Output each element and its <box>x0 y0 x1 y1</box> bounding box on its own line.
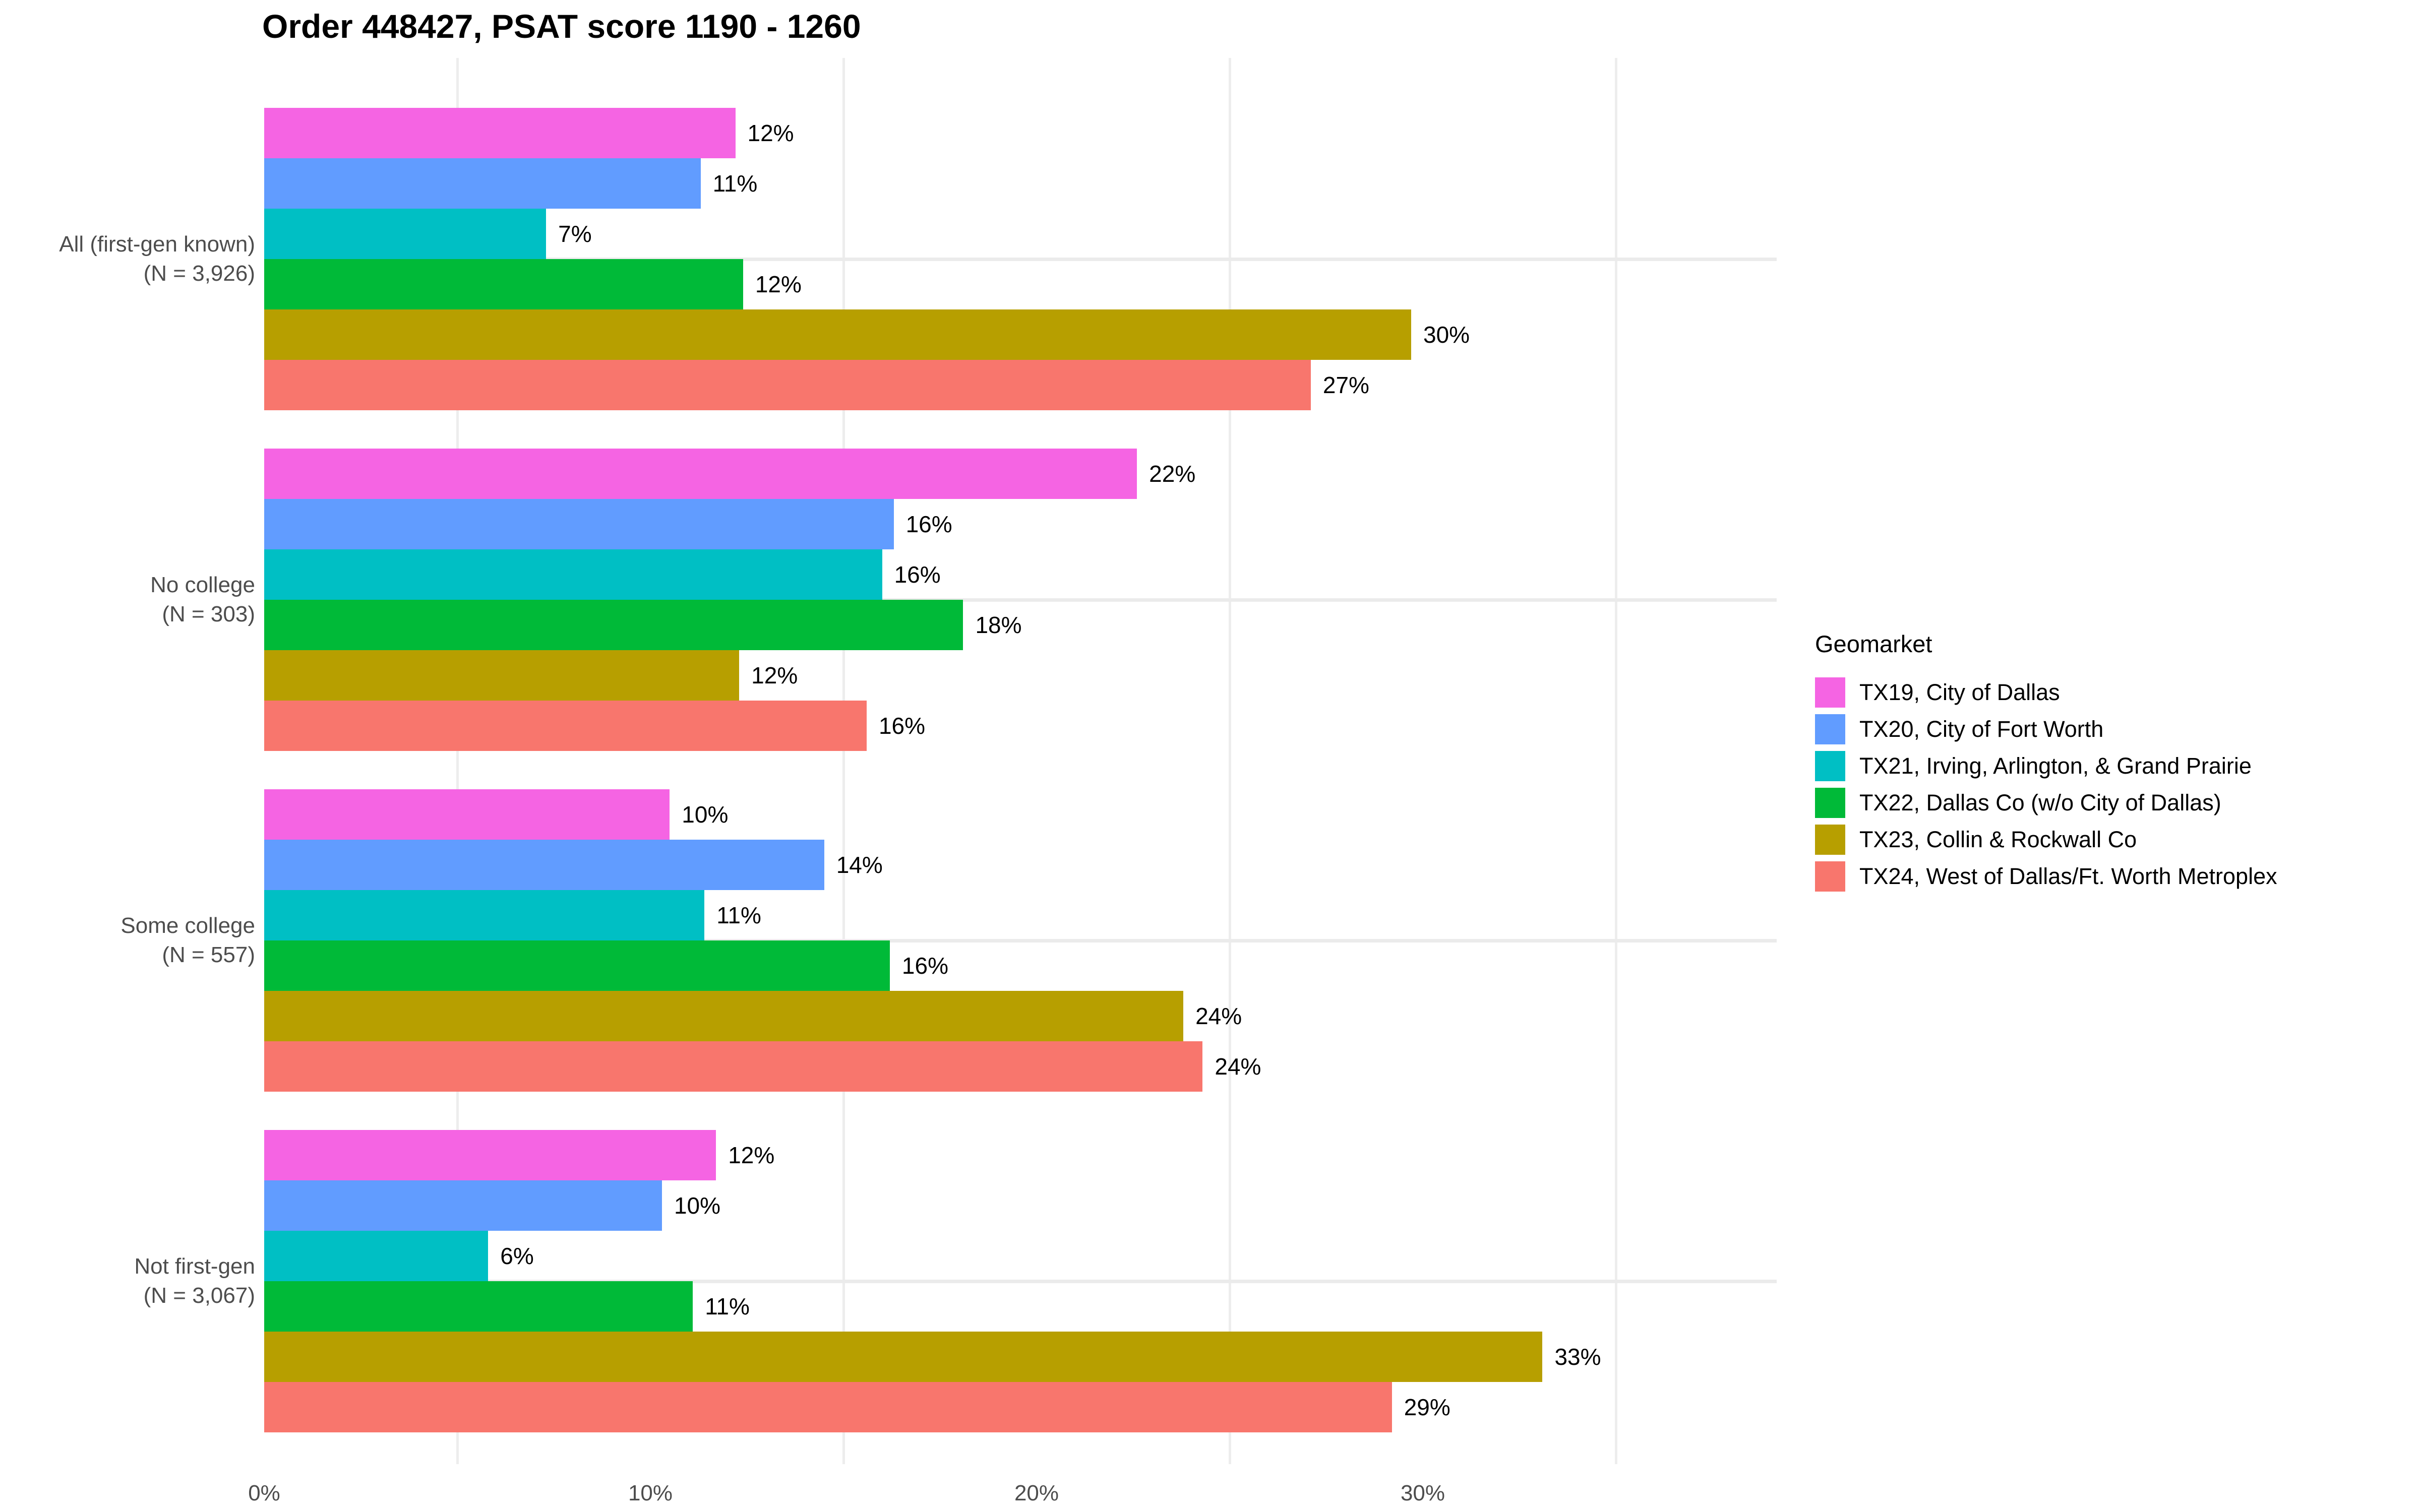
bar-value-label: 12% <box>751 662 798 688</box>
y-axis-label-line1: All (first-gen known) <box>59 232 255 257</box>
legend-item: TX24, West of Dallas/Ft. Worth Metroplex <box>1815 858 2277 895</box>
gridline-vertical <box>456 58 459 1464</box>
legend-label: TX19, City of Dallas <box>1859 679 2060 705</box>
bar-value-label: 24% <box>1195 1003 1242 1029</box>
bar <box>264 1332 1543 1382</box>
legend-label: TX24, West of Dallas/Ft. Worth Metroplex <box>1859 863 2277 889</box>
bar <box>264 789 670 840</box>
legend-title: Geomarket <box>1815 631 1932 657</box>
bar <box>264 940 890 991</box>
legend-swatch <box>1815 677 1845 708</box>
plot-panel: 12% 11% 7% 12% 30% 27% 22% 16% 16% 18% 12% 16% 10% 14… <box>264 58 1777 1464</box>
legend-swatch <box>1815 824 1845 855</box>
legend-item: TX23, Collin & Rockwall Co <box>1815 821 2277 858</box>
bar <box>264 309 1412 360</box>
bar <box>264 1281 693 1332</box>
bar-value-label: 27% <box>1322 372 1369 398</box>
bar <box>264 259 743 309</box>
y-axis-label-line1: Some college <box>120 913 255 938</box>
gridline-vertical <box>1229 58 1231 1464</box>
bar <box>264 701 867 751</box>
legend-item: TX22, Dallas Co (w/o City of Dallas) <box>1815 784 2277 821</box>
bar-value-label: 22% <box>1149 461 1196 487</box>
legend-swatch <box>1815 750 1845 781</box>
bar <box>264 549 882 600</box>
bar-value-label: 7% <box>558 221 592 247</box>
x-axis-tick-label: 0% <box>248 1481 280 1505</box>
bar <box>264 449 1137 499</box>
x-axis-tick-label: 20% <box>1014 1481 1059 1505</box>
bar-value-label: 11% <box>716 902 761 928</box>
bar-value-label: 11% <box>712 170 758 197</box>
legend-label: TX20, City of Fort Worth <box>1859 716 2104 742</box>
legend-swatch <box>1815 861 1845 892</box>
y-axis-tick-label: Some college (N = 557) <box>0 911 255 970</box>
bar <box>264 600 963 650</box>
bar-value-label: 12% <box>755 271 802 297</box>
gridline-vertical <box>842 58 845 1464</box>
bar-value-label: 10% <box>674 1192 721 1219</box>
gridline-vertical <box>1615 58 1617 1464</box>
bar <box>264 209 547 259</box>
bar <box>264 650 740 701</box>
bar <box>264 1041 1203 1092</box>
bar <box>264 108 736 158</box>
legend-item: TX19, City of Dallas <box>1815 674 2277 711</box>
bar <box>264 1382 1392 1432</box>
bar <box>264 360 1311 410</box>
bar-value-label: 30% <box>1423 322 1470 348</box>
y-axis-tick-label: Not first-gen (N = 3,067) <box>0 1252 255 1310</box>
bar <box>264 499 894 549</box>
y-axis-label-line2: (N = 3,067) <box>143 1283 255 1308</box>
y-axis-label-line2: (N = 557) <box>162 942 255 967</box>
x-axis-tick-label: 30% <box>1400 1481 1445 1505</box>
bar-value-label: 10% <box>682 801 729 828</box>
bar-value-label: 16% <box>905 511 952 537</box>
bar <box>264 158 701 209</box>
legend-label: TX23, Collin & Rockwall Co <box>1859 826 2137 852</box>
legend-swatch <box>1815 787 1845 818</box>
gridline-horizontal <box>264 598 1777 602</box>
bar-value-label: 11% <box>705 1293 750 1319</box>
gridline-horizontal <box>264 939 1777 942</box>
gridline-horizontal <box>264 258 1777 261</box>
legend: Geomarket TX19, City of Dallas TX20, City… <box>1815 630 2277 895</box>
y-axis-tick-label: All (first-gen known) (N = 3,926) <box>0 230 255 288</box>
bar <box>264 1231 489 1281</box>
legend-item: TX21, Irving, Arlington, & Grand Prairie <box>1815 747 2277 784</box>
y-axis-label-line2: (N = 3,926) <box>143 261 255 286</box>
bar <box>264 840 824 890</box>
y-axis-tick-label: No college (N = 303) <box>0 571 255 629</box>
bar-value-label: 16% <box>901 953 948 979</box>
bar <box>264 890 705 940</box>
legend-label: TX21, Irving, Arlington, & Grand Prairie <box>1859 752 2252 779</box>
legend-items: TX19, City of Dallas TX20, City of Fort W… <box>1815 674 2277 895</box>
bar-value-label: 16% <box>894 561 941 588</box>
gridline-horizontal <box>264 1280 1777 1283</box>
y-axis-label-line1: No college <box>150 573 255 597</box>
bar <box>264 1180 662 1231</box>
legend-label: TX22, Dallas Co (w/o City of Dallas) <box>1859 789 2221 815</box>
bar <box>264 1130 716 1180</box>
bar <box>264 991 1184 1041</box>
bar-value-label: 18% <box>975 612 1022 638</box>
bar-value-label: 16% <box>878 713 926 739</box>
chart-title: Order 448427, PSAT score 1190 - 1260 <box>262 8 861 45</box>
legend-swatch <box>1815 714 1845 744</box>
bar-value-label: 24% <box>1215 1053 1261 1080</box>
x-axis-tick-label: 10% <box>628 1481 673 1505</box>
legend-item: TX20, City of Fort Worth <box>1815 711 2277 747</box>
bar-value-label: 12% <box>728 1142 775 1168</box>
bar-value-label: 6% <box>500 1243 534 1269</box>
y-axis-label-line1: Not first-gen <box>134 1254 255 1279</box>
bar-value-label: 12% <box>747 120 794 146</box>
bar-value-label: 14% <box>836 852 883 878</box>
bar-value-label: 29% <box>1404 1394 1450 1420</box>
bar-value-label: 33% <box>1554 1344 1601 1370</box>
y-axis-label-line2: (N = 303) <box>162 602 255 626</box>
